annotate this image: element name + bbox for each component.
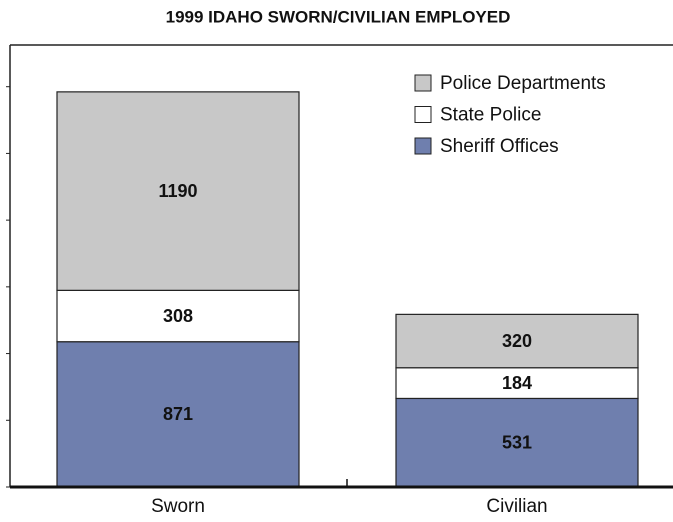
legend-swatch xyxy=(414,137,432,155)
bar-segment xyxy=(56,91,300,291)
legend-label: Sheriff Offices xyxy=(440,136,559,157)
legend-swatch xyxy=(414,106,432,123)
bar-segment xyxy=(56,289,300,343)
data-label: 1190 xyxy=(158,181,197,201)
data-label: 531 xyxy=(502,432,532,452)
legend-label: State Police xyxy=(440,105,541,126)
x-tick-label: Sworn xyxy=(151,496,205,517)
data-label: 308 xyxy=(163,306,193,326)
chart-title: 1999 IDAHO SWORN/CIVILIAN EMPLOYED xyxy=(166,7,511,26)
x-tick-label: Civilian xyxy=(486,496,547,517)
data-label: 184 xyxy=(502,373,532,393)
legend-swatch xyxy=(414,74,432,92)
bar-segment xyxy=(56,341,300,488)
bar-segment xyxy=(395,313,639,369)
data-label: 320 xyxy=(502,331,532,351)
data-label: 871 xyxy=(163,404,193,424)
legend-label: Police Departments xyxy=(440,73,606,94)
